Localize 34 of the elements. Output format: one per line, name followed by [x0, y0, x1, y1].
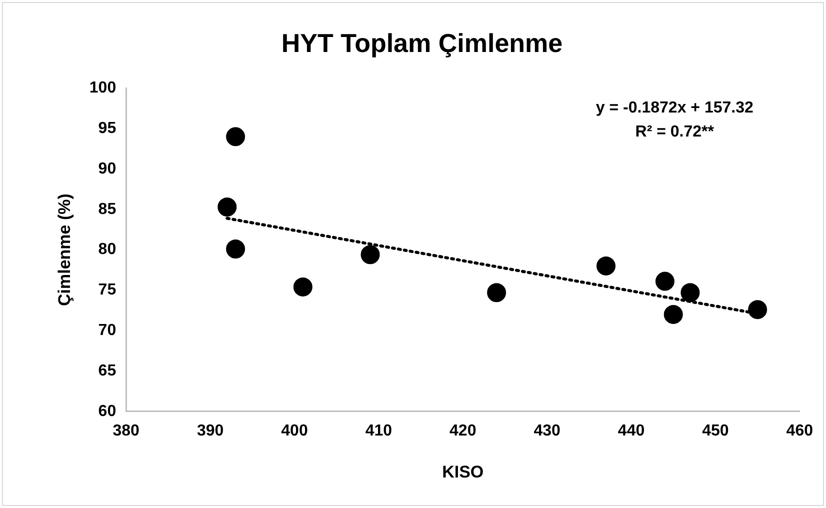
x-tick-label: 430	[534, 422, 561, 440]
x-tick-label: 460	[786, 422, 814, 440]
y-tick-label: 100	[89, 80, 116, 97]
x-tick-label: 400	[281, 422, 308, 440]
y-tick-label: 60	[98, 402, 116, 420]
point	[293, 277, 312, 296]
y-axis-title: Çimlenme (%)	[54, 194, 74, 306]
x-tick-label: 420	[450, 422, 476, 440]
chart-title: HYT Toplam Çimlenme	[281, 28, 563, 58]
x-axis-title: KISO	[442, 462, 484, 482]
point	[680, 283, 700, 302]
annotation: y = -0.1872x + 157.32	[596, 100, 754, 117]
point	[655, 272, 674, 291]
point	[487, 283, 506, 302]
x-tick-label: 380	[112, 422, 140, 440]
x-tick-label: 440	[618, 422, 645, 440]
point	[748, 300, 768, 320]
point	[226, 239, 246, 258]
y-tick-label: 85	[98, 200, 116, 218]
y-tick-label: 80	[98, 241, 116, 258]
point	[218, 197, 237, 216]
annotation: R² = 0.72**	[635, 124, 715, 141]
x-tick-label: 410	[365, 422, 392, 440]
y-tick-label: 90	[98, 160, 116, 178]
x-tick-label: 390	[196, 422, 224, 440]
x-tick-label: 450	[702, 422, 729, 440]
y-tick-label: 70	[98, 322, 116, 340]
y-tick-label: 95	[98, 120, 116, 138]
point	[226, 127, 246, 146]
y-tick-label: 65	[98, 362, 116, 380]
y-tick-label: 75	[98, 282, 116, 299]
point	[360, 245, 380, 264]
point	[596, 256, 616, 276]
point	[664, 304, 683, 324]
